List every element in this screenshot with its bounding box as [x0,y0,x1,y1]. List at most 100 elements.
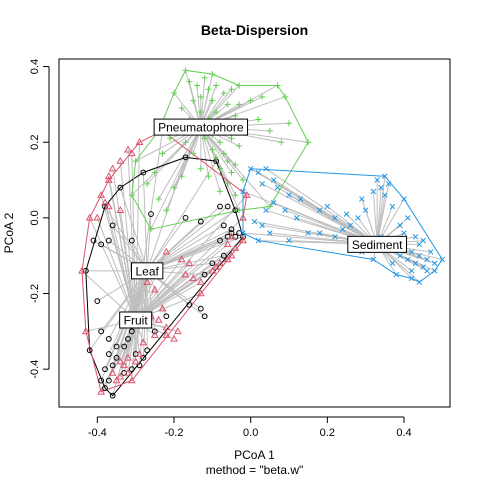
pneumatophore-spoke-64 [146,126,202,185]
pneumatophore-point-39 [217,139,223,146]
x-axis-label: PCoA 1 [234,448,275,462]
leaf-point-26 [236,230,243,236]
pneumatophore-point-6 [266,203,273,210]
sediment-point-50 [424,268,430,274]
fruit-spoke-18 [96,217,137,321]
fruit-point-41 [139,338,148,346]
pneumatophore-point-23 [224,101,231,108]
leaf-point-13 [90,237,97,244]
leaf-point-44 [136,362,143,369]
sediment-point-36 [389,203,396,210]
sediment-point-29 [362,207,369,214]
pneumatophore-point-15 [201,74,208,81]
fruit-spoke-44 [127,319,137,374]
fruit-point-12 [127,149,136,157]
sediment-point-48 [389,260,396,267]
x-tick-label-3: 0.2 [320,427,335,439]
y-axis-label: PCoA 2 [2,212,16,253]
pneumatophore-point-0 [182,67,189,74]
x-axis: -0.4 -0.2 0.0 0.2 0.4 [88,416,412,439]
sediment-point-34 [385,181,392,187]
fruit-spoke-22 [135,259,183,321]
pneumatophore-point-46 [217,165,223,172]
leaf-point-38 [102,366,108,373]
fruit-point-26 [196,277,205,285]
sediment-point-20 [282,207,288,214]
leaf-point-0 [182,154,189,161]
fruit-spoke-12 [131,153,137,321]
leaf-point-21 [217,203,223,210]
fruit-point-19 [104,202,113,210]
sediment-point-64 [305,230,311,236]
pneumatophore-spoke-55 [200,126,221,192]
pneumatophore-point-51 [205,173,212,180]
pneumatophore-point-22 [209,97,216,104]
leaf-point-18 [148,211,154,217]
fruit-spoke-19 [108,206,137,321]
leaf-point-32 [125,336,131,342]
pneumatophore-point-28 [197,108,204,115]
fruit-point-9 [242,190,251,198]
fruit-point-4 [81,327,90,335]
pneumatophore-point-27 [178,105,185,112]
pneumatophore-point-25 [247,97,254,104]
fruit-label: Fruit [119,311,153,329]
pneumatophore-point-41 [236,143,243,149]
leaf-points [82,154,246,399]
x-tick-label-4: 0.4 [396,427,411,439]
sediment-point-68 [251,218,258,225]
leaf-point-34 [113,343,120,350]
y-tick-label-1: -0.2 [29,284,41,303]
pneumatophore-point-38 [201,135,208,142]
x-tick-label-0: -0.4 [88,427,107,439]
leaf-point-6 [102,385,108,391]
sediment-point-52 [428,249,434,255]
leaf-point-49 [163,313,170,320]
leaf-point-52 [209,260,216,267]
pneumatophore-point-53 [240,177,246,184]
sediment-point-14 [263,165,269,172]
leaf-point-45 [128,366,135,373]
fruit-spoke-20 [119,210,137,321]
fruit-spoke-2 [89,217,137,321]
pneumatophore-point-47 [209,146,216,153]
sediment-point-11 [240,188,246,195]
leaf-point-47 [105,351,112,357]
leaf-point-8 [240,233,246,240]
pneumatophore-point-1 [209,71,216,78]
sediment-point-31 [370,188,377,195]
sediment-point-12 [259,181,265,187]
pneumatophore-point-18 [220,90,227,97]
sediment-point-17 [286,192,292,198]
pneumatophore-point-67 [171,184,177,191]
sediment-point-32 [378,184,384,191]
leaf-point-7 [109,392,116,399]
sediment-point-19 [270,199,277,206]
fruit-point-51 [150,285,159,293]
y-tick-label-4: 0.4 [29,59,41,74]
sediment-point-66 [267,230,273,236]
fruit-point-22 [177,255,186,263]
sediment-spoke-31 [372,191,378,245]
leaf-spoke-18 [146,214,152,271]
leaf-point-55 [201,313,208,320]
fruit-point-27 [196,289,205,297]
pneumatophore-point-29 [213,108,220,115]
fruit-point-42 [135,349,144,357]
fruit-point-0 [135,137,144,145]
sediment-point-22 [316,207,323,214]
leaf-point-36 [113,354,120,361]
sediment-point-15 [270,177,277,183]
y-axis: -0.4 -0.2 0.0 0.2 0.4 [29,59,50,379]
pneumatophore-point-55 [217,188,223,195]
pneumatophore-point-14 [194,82,200,89]
sediment-point-6 [408,275,415,282]
pneumatophore-point-45 [232,161,239,168]
fruit-point-38 [162,330,171,338]
pneumatophore-point-61 [167,135,174,142]
leaf-point-16 [109,222,116,229]
pneumatophore-point-12 [171,90,177,97]
fruit-point-6 [127,376,136,384]
fruit-point-48 [116,357,125,365]
